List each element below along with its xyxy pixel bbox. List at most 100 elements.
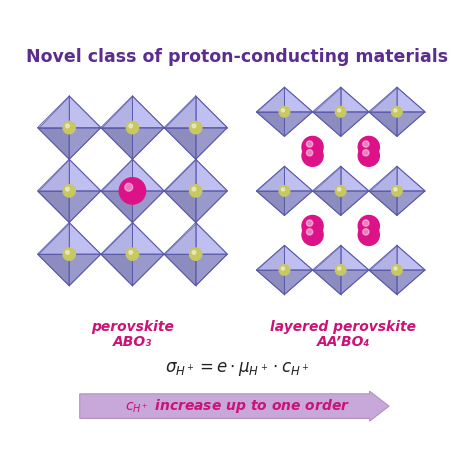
Polygon shape — [69, 191, 101, 222]
Circle shape — [282, 109, 284, 112]
Circle shape — [65, 251, 69, 254]
Polygon shape — [256, 87, 284, 112]
Polygon shape — [101, 127, 132, 159]
Circle shape — [126, 248, 138, 260]
Polygon shape — [341, 112, 369, 136]
Circle shape — [358, 145, 379, 166]
Polygon shape — [69, 96, 101, 127]
Circle shape — [363, 141, 369, 147]
Circle shape — [302, 145, 323, 166]
Polygon shape — [369, 270, 397, 295]
Polygon shape — [341, 245, 369, 270]
Circle shape — [192, 124, 196, 128]
Circle shape — [192, 187, 196, 191]
Circle shape — [394, 109, 397, 112]
Polygon shape — [132, 254, 164, 286]
Polygon shape — [369, 87, 397, 112]
Polygon shape — [256, 166, 284, 191]
Polygon shape — [69, 127, 101, 159]
Polygon shape — [341, 87, 369, 112]
Circle shape — [119, 178, 146, 204]
Polygon shape — [164, 159, 196, 191]
Text: perovskite: perovskite — [91, 320, 174, 334]
Polygon shape — [132, 222, 164, 254]
Polygon shape — [69, 254, 101, 286]
Circle shape — [307, 141, 313, 147]
Circle shape — [279, 185, 290, 196]
Polygon shape — [397, 191, 425, 215]
Circle shape — [336, 106, 346, 117]
Polygon shape — [101, 254, 132, 286]
Circle shape — [190, 185, 202, 197]
Circle shape — [337, 188, 341, 191]
Polygon shape — [397, 112, 425, 136]
Polygon shape — [369, 112, 397, 136]
Circle shape — [63, 185, 75, 197]
Circle shape — [358, 215, 379, 237]
Text: ABO₃: ABO₃ — [113, 335, 152, 349]
Polygon shape — [132, 96, 164, 127]
Circle shape — [129, 251, 133, 254]
Circle shape — [392, 185, 402, 196]
Circle shape — [63, 248, 75, 260]
Circle shape — [392, 106, 402, 117]
Circle shape — [337, 109, 341, 112]
Polygon shape — [312, 245, 341, 270]
Polygon shape — [164, 222, 196, 254]
Circle shape — [279, 265, 290, 275]
Polygon shape — [284, 245, 312, 270]
Circle shape — [337, 267, 341, 270]
Circle shape — [394, 188, 397, 191]
Polygon shape — [284, 166, 312, 191]
Circle shape — [392, 265, 402, 275]
Circle shape — [302, 224, 323, 245]
Circle shape — [63, 121, 75, 134]
Circle shape — [129, 124, 133, 128]
Polygon shape — [37, 96, 69, 127]
Polygon shape — [341, 191, 369, 215]
Circle shape — [307, 149, 313, 156]
Circle shape — [363, 229, 369, 235]
Polygon shape — [196, 254, 228, 286]
Polygon shape — [101, 96, 132, 127]
Circle shape — [336, 265, 346, 275]
Polygon shape — [397, 166, 425, 191]
Polygon shape — [256, 112, 284, 136]
Circle shape — [336, 185, 346, 196]
Polygon shape — [37, 254, 69, 286]
Text: Novel class of proton-conducting materials: Novel class of proton-conducting materia… — [26, 48, 448, 66]
Circle shape — [358, 224, 379, 245]
Circle shape — [282, 267, 284, 270]
Polygon shape — [132, 127, 164, 159]
Polygon shape — [164, 191, 196, 222]
Polygon shape — [312, 166, 341, 191]
Text: $c_{H^+}$ increase up to one order: $c_{H^+}$ increase up to one order — [125, 397, 349, 415]
Circle shape — [279, 106, 290, 117]
Polygon shape — [397, 245, 425, 270]
Polygon shape — [196, 191, 228, 222]
Circle shape — [358, 136, 379, 157]
Polygon shape — [37, 222, 69, 254]
Polygon shape — [69, 222, 101, 254]
FancyArrow shape — [80, 391, 389, 421]
Polygon shape — [256, 191, 284, 215]
Polygon shape — [312, 87, 341, 112]
Circle shape — [190, 248, 202, 260]
Circle shape — [363, 220, 369, 226]
Circle shape — [65, 124, 69, 128]
Polygon shape — [284, 270, 312, 295]
Polygon shape — [369, 166, 397, 191]
Polygon shape — [101, 222, 132, 254]
Polygon shape — [196, 96, 228, 127]
Text: AA’BO₄: AA’BO₄ — [317, 335, 370, 349]
Polygon shape — [164, 96, 196, 127]
Circle shape — [394, 267, 397, 270]
Text: $\sigma_{H^+} = e \cdot \mu_{H^+} \cdot c_{H^+}$: $\sigma_{H^+} = e \cdot \mu_{H^+} \cdot … — [165, 360, 309, 378]
Circle shape — [126, 121, 138, 134]
Polygon shape — [69, 159, 101, 191]
Polygon shape — [397, 270, 425, 295]
Polygon shape — [312, 270, 341, 295]
Polygon shape — [284, 191, 312, 215]
Circle shape — [363, 149, 369, 156]
Polygon shape — [397, 87, 425, 112]
